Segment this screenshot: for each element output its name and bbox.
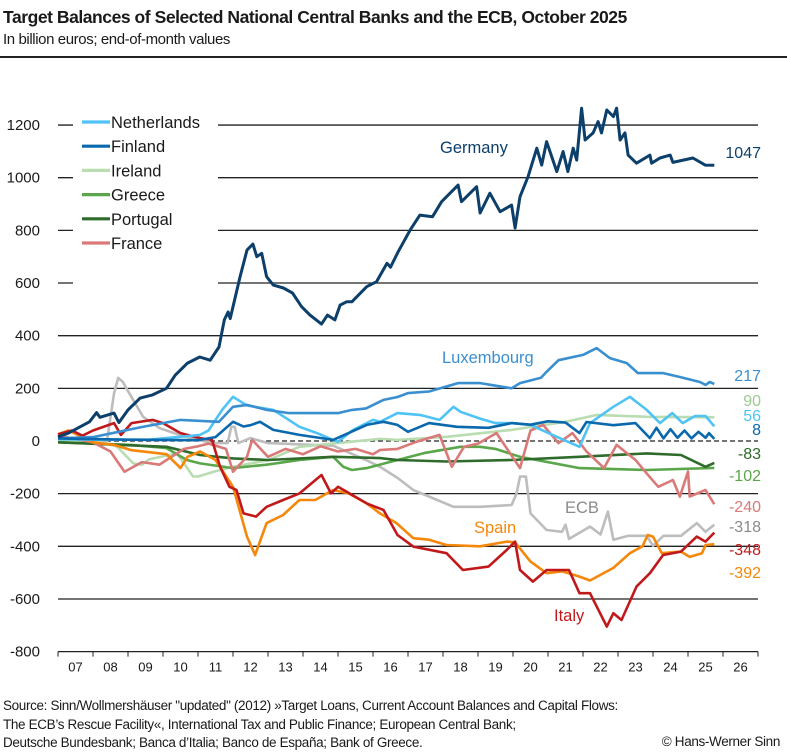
legend: Netherlands Finland Ireland Greece Portugal F… bbox=[73, 104, 218, 289]
source-note: Source: Sinn/Wollmershäuser "updated" (2… bbox=[3, 697, 618, 753]
end-value-greece: -102 bbox=[729, 468, 761, 485]
legend-label-netherlands: Netherlands bbox=[111, 114, 200, 132]
x-tick-label: 12 bbox=[243, 660, 257, 675]
y-tick-label: -400 bbox=[10, 538, 40, 555]
y-tick-label: -200 bbox=[10, 486, 40, 503]
end-value-portugal: -83 bbox=[738, 446, 761, 463]
series-line-netherlands bbox=[57, 395, 716, 449]
y-tick-label: 200 bbox=[15, 380, 40, 397]
end-value-finland: 8 bbox=[752, 422, 761, 439]
chart-subtitle: In billion euros; end-of-month values bbox=[3, 31, 231, 48]
end-value-italy: -348 bbox=[729, 542, 761, 559]
legend-label-ireland: Ireland bbox=[111, 162, 161, 180]
axes: -800 -600 -400 -200 0 200 400 600 800 1000 1200 07 0… bbox=[7, 117, 759, 675]
x-tick-label: 23 bbox=[628, 660, 642, 675]
series-lines bbox=[57, 106, 716, 628]
x-tick-label: 24 bbox=[663, 660, 677, 675]
source-line: Deutsche Bundesbank; Banca d’Italia; Ban… bbox=[3, 735, 423, 751]
legend-label-portugal: Portugal bbox=[111, 211, 172, 229]
end-value-netherlands: 56 bbox=[743, 408, 761, 425]
series-labels: ECB -318 90 -102 -83 -240 Spain -392 Italy -348 56… bbox=[440, 139, 761, 625]
series-line-spain bbox=[57, 429, 715, 582]
copyright: © Hans-Werner Sinn bbox=[661, 734, 781, 749]
inline-label-luxembourg: Luxembourg bbox=[442, 349, 534, 367]
title-divider bbox=[0, 56, 787, 58]
x-tick-label: 14 bbox=[313, 660, 327, 675]
y-tick-label: 600 bbox=[15, 275, 40, 292]
series-line-germany bbox=[57, 106, 715, 439]
legend-label-finland: Finland bbox=[111, 138, 165, 156]
y-tick-label: -600 bbox=[10, 591, 40, 608]
x-tick-label: 13 bbox=[278, 660, 292, 675]
inline-label-italy: Italy bbox=[554, 607, 585, 625]
y-tick-label: 400 bbox=[15, 328, 40, 345]
source-line: Source: Sinn/Wollmershäuser "updated" (2… bbox=[3, 698, 618, 713]
x-tick-label: 10 bbox=[173, 660, 187, 675]
x-tick-label: 17 bbox=[418, 660, 432, 675]
x-tick-label: 16 bbox=[383, 660, 397, 675]
x-tick-label: 07 bbox=[68, 660, 82, 675]
y-tick-label: 1200 bbox=[7, 117, 40, 134]
legend-background bbox=[73, 104, 218, 289]
end-value-luxembourg: 217 bbox=[734, 368, 761, 385]
y-tick-label: 0 bbox=[32, 433, 40, 450]
x-tick-label: 18 bbox=[453, 660, 467, 675]
x-tick-label: 22 bbox=[593, 660, 607, 675]
x-tick-label: 25 bbox=[698, 660, 712, 675]
chart-title: Target Balances of Selected National Cen… bbox=[3, 7, 627, 27]
series-line-ecb bbox=[58, 376, 716, 548]
x-tick-label: 09 bbox=[138, 660, 152, 675]
y-tick-label: 800 bbox=[15, 222, 40, 239]
inline-label-germany: Germany bbox=[440, 139, 509, 157]
legend-label-france: France bbox=[111, 235, 162, 253]
inline-label-ecb: ECB bbox=[565, 499, 599, 517]
x-tick-label: 26 bbox=[733, 660, 747, 675]
end-value-france: -240 bbox=[729, 499, 761, 516]
legend-label-greece: Greece bbox=[111, 187, 165, 205]
x-tick-label: 19 bbox=[488, 660, 502, 675]
end-value-ireland: 90 bbox=[743, 393, 761, 410]
inline-label-spain: Spain bbox=[474, 519, 516, 537]
end-value-germany: 1047 bbox=[725, 145, 761, 162]
y-tick-label: 1000 bbox=[7, 170, 40, 187]
x-tick-label: 11 bbox=[209, 660, 223, 675]
x-tick-label: 20 bbox=[523, 660, 537, 675]
x-tick-label: 21 bbox=[558, 660, 572, 675]
y-tick-label: -800 bbox=[10, 644, 40, 661]
x-tick-label: 15 bbox=[348, 660, 362, 675]
series-line-luxembourg bbox=[57, 346, 715, 440]
series-line-finland bbox=[57, 420, 716, 442]
series-line-france bbox=[57, 423, 716, 505]
end-value-spain: -392 bbox=[729, 565, 761, 582]
source-line: The ECB’s Rescue Facility«, Internationa… bbox=[3, 716, 516, 732]
end-value-ecb: -318 bbox=[729, 519, 761, 536]
x-tick-label: 08 bbox=[103, 660, 117, 675]
